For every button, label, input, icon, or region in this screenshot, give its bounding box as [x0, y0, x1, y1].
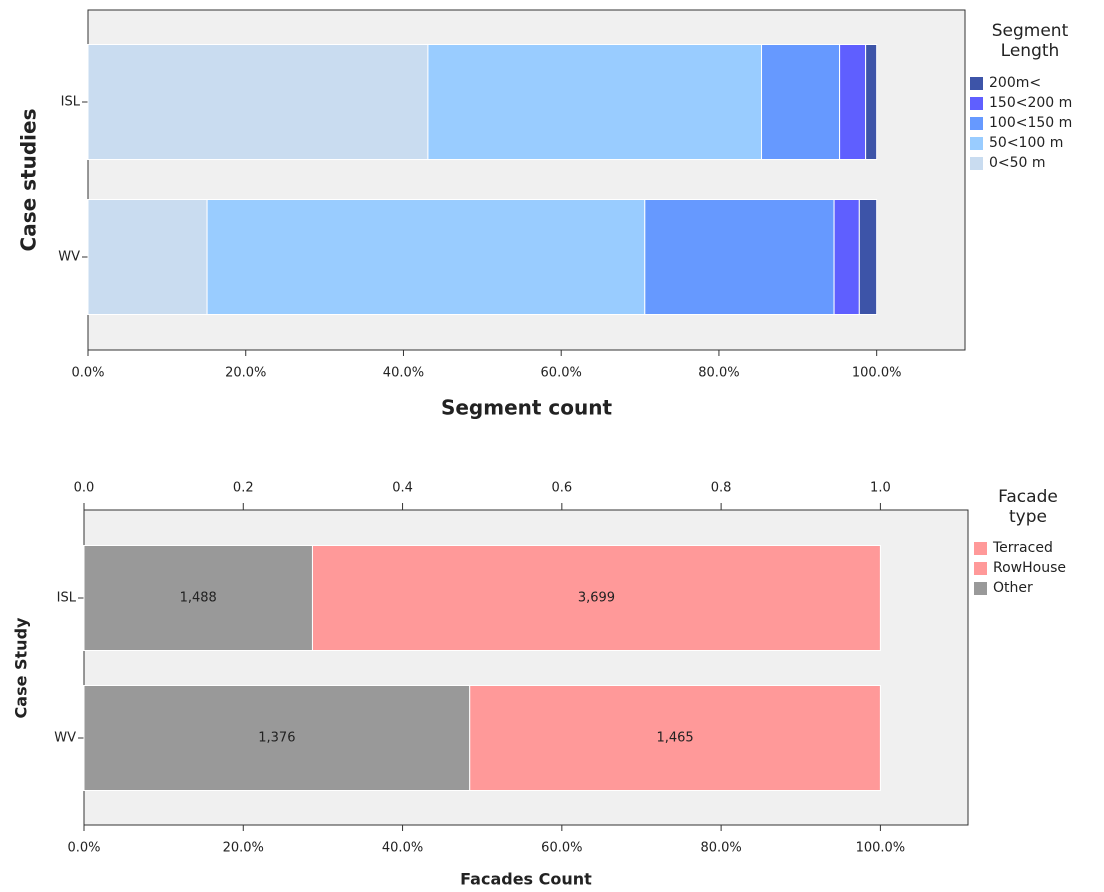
legend-label: 100<150 m — [989, 115, 1072, 131]
x-axis-title: Facades Count — [460, 870, 592, 889]
legend-swatch — [970, 137, 983, 150]
legend-label: Terraced — [992, 540, 1053, 556]
bar-segment — [87, 199, 208, 315]
bar-segment — [206, 199, 646, 315]
x-tick-label: 20.0% — [225, 366, 266, 381]
bar-segment — [83, 685, 471, 791]
x-tick-label: 80.0% — [700, 841, 741, 856]
legend-swatch — [974, 542, 987, 555]
bar-segment — [761, 44, 841, 160]
legend-title: Segment Length — [992, 21, 1069, 61]
legend-swatch — [970, 77, 983, 90]
x2-tick-label: 0.2 — [233, 481, 254, 496]
x2-tick-label: 1.0 — [870, 481, 891, 496]
legend-label: RowHouse — [993, 560, 1066, 576]
y-axis-title: Case Study — [12, 617, 31, 719]
x-tick-label: 0.0% — [67, 841, 100, 856]
x-tick-label: 80.0% — [698, 366, 739, 381]
legend-swatch — [970, 117, 983, 130]
bar-segment — [311, 545, 881, 651]
y-axis-title: Case studies — [17, 109, 41, 252]
x-tick-label: 60.0% — [541, 366, 582, 381]
legend-label: 0<50 m — [989, 155, 1046, 171]
legend-swatch — [970, 97, 983, 110]
bar-segment — [83, 545, 313, 651]
legend-title: Facade type — [998, 487, 1058, 527]
legend-swatch — [974, 582, 987, 595]
y-tick-label: WV — [54, 731, 76, 746]
data-label: 3,699 — [578, 591, 615, 606]
legend-label: 50<100 m — [989, 135, 1063, 151]
x2-tick-label: 0.0 — [74, 481, 95, 496]
legend-swatch — [970, 157, 983, 170]
bar-segment — [865, 44, 878, 160]
data-label: 1,465 — [656, 731, 693, 746]
x2-tick-label: 0.4 — [392, 481, 413, 496]
y-tick-label: WV — [58, 250, 80, 265]
y-tick-label: ISL — [57, 591, 77, 606]
bar-segment — [839, 44, 867, 160]
legend-label: 200m< — [989, 75, 1041, 91]
x2-tick-label: 0.6 — [551, 481, 572, 496]
legend-swatch — [974, 562, 987, 575]
x-axis-title: Segment count — [441, 396, 613, 420]
data-label: 1,376 — [258, 731, 295, 746]
legend-label: 150<200 m — [989, 95, 1072, 111]
x-tick-label: 40.0% — [383, 366, 424, 381]
bar-segment — [469, 685, 881, 791]
bar-segment — [87, 44, 429, 160]
x-tick-label: 100.0% — [852, 366, 902, 381]
bar-segment — [858, 199, 878, 315]
legend-label: Other — [993, 580, 1033, 596]
bar-segment — [427, 44, 763, 160]
x-tick-label: 0.0% — [71, 366, 104, 381]
data-label: 1,488 — [180, 591, 217, 606]
x-tick-label: 40.0% — [382, 841, 423, 856]
y-tick-label: ISL — [61, 95, 81, 110]
x-tick-label: 60.0% — [541, 841, 582, 856]
x2-tick-label: 0.8 — [711, 481, 732, 496]
bar-segment — [833, 199, 860, 315]
x-tick-label: 100.0% — [856, 841, 906, 856]
bar-segment — [644, 199, 835, 315]
x-tick-label: 20.0% — [223, 841, 264, 856]
